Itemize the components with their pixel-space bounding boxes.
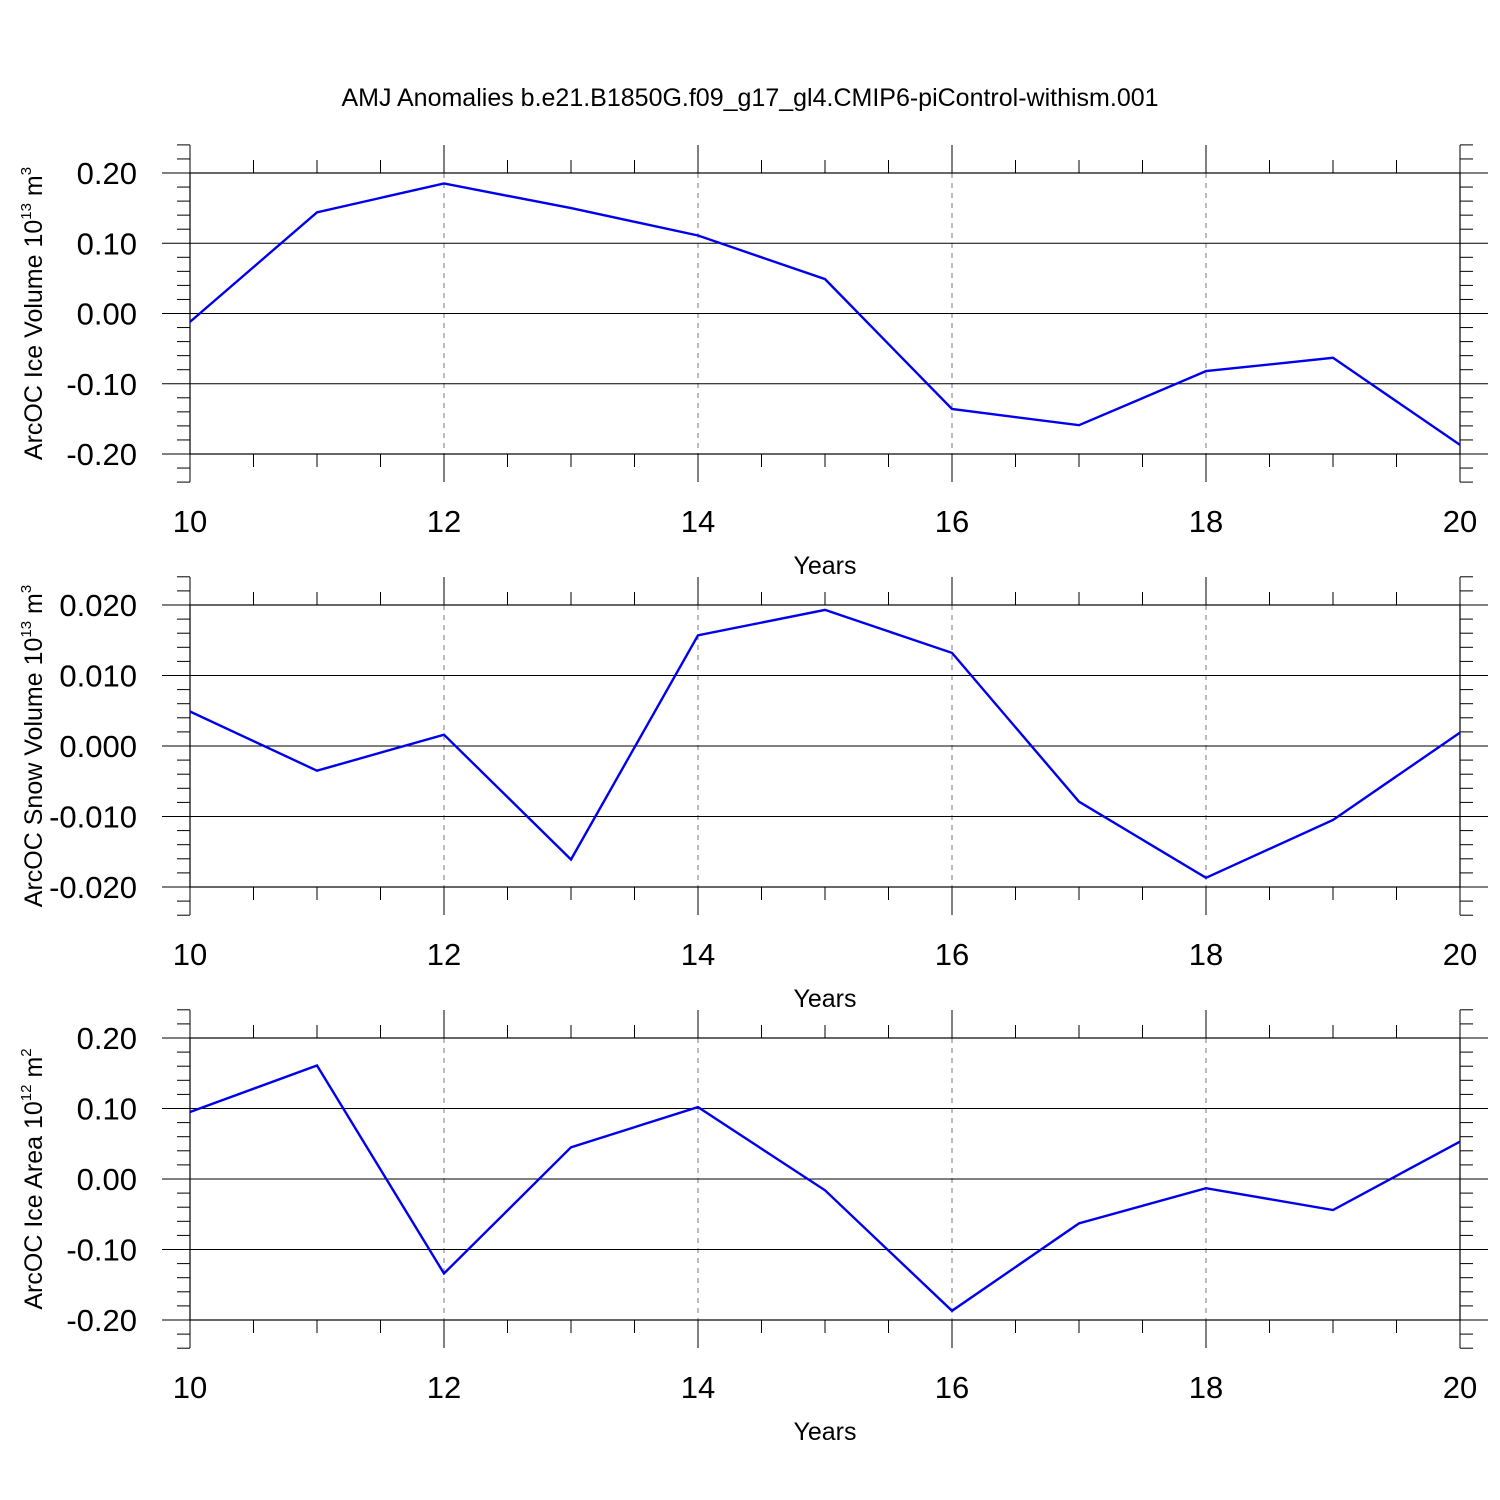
chart-panel-1: 10 12 14 16 18 20 -0.20 -0.10 0.00 0.10 0.20 Years A… [18, 144, 1488, 580]
x-tick-label: 18 [1189, 937, 1223, 972]
y-tick-label: -0.20 [66, 437, 137, 472]
x-tick-label: 16 [935, 504, 969, 539]
x-tick-label: 20 [1443, 504, 1477, 539]
y-tick-label: -0.20 [66, 1303, 137, 1338]
x-tick-label: 10 [173, 937, 207, 972]
y-tick-label: 0.00 [77, 1162, 137, 1197]
y-axis-title-unit: m [20, 175, 48, 203]
x-axis-title: Years [793, 985, 856, 1013]
y-axis-title-exponent: 13 [18, 203, 35, 220]
x-tick-label: 14 [681, 504, 715, 539]
x-tick-label: 12 [427, 504, 461, 539]
y-axis-title-exponent: 12 [18, 1085, 35, 1102]
x-tick-label: 12 [427, 937, 461, 972]
y-axis-title-unit-exponent: 3 [18, 585, 35, 593]
y-tick-label: 0.20 [77, 1021, 137, 1056]
x-tick-label: 12 [427, 1370, 461, 1405]
x-tick-label: 18 [1189, 1370, 1223, 1405]
chart-panel-2: 10 12 14 16 18 20 -0.020 -0.010 0.000 0.010 0.020 Y… [18, 576, 1488, 1013]
x-axis-title: Years [793, 1418, 856, 1446]
y-axis-title-unit-exponent: 2 [18, 1048, 35, 1056]
y-axis-title-text: ArcOC Ice Volume 10 [20, 220, 48, 460]
x-tick-label: 20 [1443, 1370, 1477, 1405]
y-axis-title-unit: m [20, 1057, 48, 1085]
y-tick-label: 0.10 [77, 1092, 137, 1127]
x-tick-label: 14 [681, 937, 715, 972]
x-tick-label: 10 [173, 1370, 207, 1405]
y-axis-title-unit-exponent: 3 [18, 167, 35, 175]
y-tick-label: -0.10 [66, 1233, 137, 1268]
x-axis-title: Years [793, 552, 856, 580]
y-tick-label: -0.020 [49, 870, 137, 905]
y-axis-title-text: ArcOC Ice Area 10 [20, 1101, 48, 1309]
y-axis-title-exponent: 13 [18, 621, 35, 638]
y-axis-title: ArcOC Snow Volume 1013 m3 [18, 585, 48, 907]
y-axis-title: ArcOC Ice Volume 1013 m3 [18, 167, 48, 460]
series-line [189, 182, 1461, 446]
chart-panel-3: 10 12 14 16 18 20 -0.20 -0.10 0.00 0.10 0.20 Years A… [18, 1009, 1488, 1446]
y-tick-label: 0.20 [77, 156, 137, 191]
x-tick-label: 10 [173, 504, 207, 539]
y-axis-title-text: ArcOC Snow Volume 10 [20, 638, 48, 908]
y-axis-title-unit: m [20, 593, 48, 621]
panels: 10 12 14 16 18 20 -0.20 -0.10 0.00 0.10 0.20 Years A… [18, 144, 1488, 1446]
x-tick-label: 14 [681, 1370, 715, 1405]
y-tick-label: 0.00 [77, 297, 137, 332]
x-tick-label: 18 [1189, 504, 1223, 539]
y-tick-label: 0.10 [77, 226, 137, 261]
figure-title: AMJ Anomalies b.e21.B1850G.f09_g17_gl4.C… [341, 84, 1158, 112]
y-axis-title: ArcOC Ice Area 1012 m2 [18, 1048, 48, 1309]
y-tick-label: -0.10 [66, 367, 137, 402]
y-tick-label: 0.010 [59, 659, 137, 694]
x-tick-label: 20 [1443, 937, 1477, 972]
series-line [189, 1064, 1461, 1313]
x-tick-label: 16 [935, 937, 969, 972]
y-tick-label: 0.000 [59, 729, 137, 764]
series-line [189, 608, 1461, 880]
y-tick-label: 0.020 [59, 588, 137, 623]
y-tick-label: -0.010 [49, 800, 137, 835]
x-tick-label: 16 [935, 1370, 969, 1405]
